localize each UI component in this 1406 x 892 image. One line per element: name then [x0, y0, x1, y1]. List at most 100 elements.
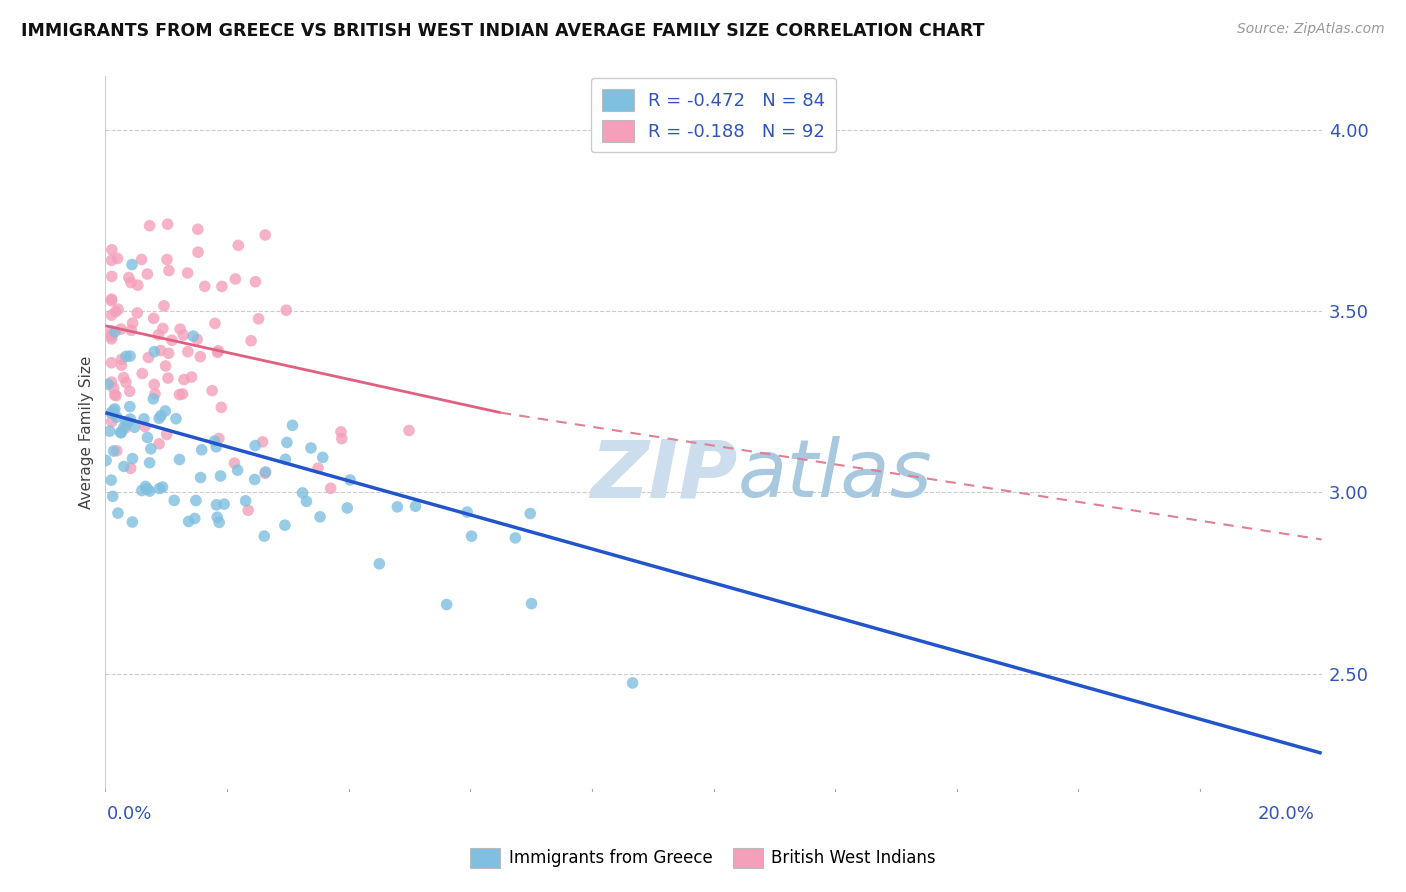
Point — [136, 431, 159, 445]
Point — [177, 344, 200, 359]
Point — [156, 252, 179, 267]
Point — [188, 350, 211, 364]
Point — [134, 419, 156, 434]
Point — [505, 531, 527, 545]
Point — [163, 493, 186, 508]
Point — [112, 459, 135, 474]
Point — [186, 332, 208, 346]
Point — [131, 483, 153, 498]
Point — [118, 400, 141, 414]
Point — [274, 452, 297, 467]
Point — [235, 493, 257, 508]
Point — [118, 270, 141, 285]
Point — [173, 373, 195, 387]
Point — [226, 238, 249, 252]
Point — [177, 515, 200, 529]
Point — [120, 349, 142, 363]
Point — [100, 308, 122, 322]
Point — [100, 375, 122, 389]
Point — [276, 303, 298, 318]
Point — [103, 444, 125, 458]
Point — [281, 418, 304, 433]
Point — [155, 404, 177, 418]
Point — [135, 479, 157, 493]
Point — [132, 412, 155, 426]
Point — [172, 387, 194, 401]
Point — [194, 279, 217, 293]
Point — [148, 411, 170, 425]
Point — [254, 227, 277, 242]
Point — [100, 329, 122, 343]
Point — [254, 467, 277, 481]
Point — [224, 456, 246, 470]
Point — [387, 500, 409, 514]
Point — [121, 258, 143, 272]
Point — [184, 493, 207, 508]
Point — [156, 217, 179, 231]
Point — [245, 439, 267, 453]
Point — [519, 507, 541, 521]
Point — [136, 267, 159, 281]
Text: 20.0%: 20.0% — [1258, 805, 1315, 822]
Point — [104, 325, 127, 339]
Point — [152, 321, 174, 335]
Point — [172, 328, 194, 343]
Point — [105, 443, 128, 458]
Point — [184, 511, 207, 525]
Point — [101, 243, 124, 257]
Point — [460, 529, 482, 543]
Point — [176, 266, 198, 280]
Point — [330, 425, 353, 439]
Point — [274, 518, 297, 533]
Point — [621, 676, 644, 690]
Point — [149, 343, 172, 358]
Point — [236, 503, 259, 517]
Point — [205, 498, 228, 512]
Point — [148, 437, 170, 451]
Point — [157, 346, 180, 360]
Point — [436, 598, 458, 612]
Point — [117, 415, 139, 429]
Point — [121, 515, 143, 529]
Point — [209, 469, 232, 483]
Point — [110, 425, 132, 440]
Point — [211, 279, 233, 293]
Point — [121, 316, 143, 330]
Point — [247, 311, 270, 326]
Point — [520, 597, 543, 611]
Point — [148, 482, 170, 496]
Point — [120, 323, 142, 337]
Point — [245, 275, 267, 289]
Point — [136, 482, 159, 496]
Text: IMMIGRANTS FROM GREECE VS BRITISH WEST INDIAN AVERAGE FAMILY SIZE CORRELATION CH: IMMIGRANTS FROM GREECE VS BRITISH WEST I… — [21, 22, 984, 40]
Text: ZIP: ZIP — [591, 436, 738, 515]
Point — [148, 327, 170, 342]
Point — [138, 351, 160, 365]
Point — [153, 299, 176, 313]
Point — [295, 494, 318, 508]
Point — [207, 343, 229, 358]
Point — [169, 387, 191, 401]
Point — [100, 269, 122, 284]
Point — [456, 505, 478, 519]
Point — [307, 461, 329, 475]
Point — [104, 389, 127, 403]
Point — [149, 409, 172, 423]
Point — [100, 253, 122, 268]
Point — [120, 276, 142, 290]
Point — [205, 440, 228, 454]
Point — [127, 278, 149, 293]
Point — [104, 401, 127, 416]
Point — [253, 529, 276, 543]
Point — [110, 322, 132, 336]
Point — [207, 345, 229, 359]
Point — [143, 344, 166, 359]
Point — [299, 441, 322, 455]
Point — [100, 293, 122, 308]
Point — [121, 451, 143, 466]
Point — [115, 415, 138, 429]
Point — [127, 306, 149, 320]
Point — [103, 381, 125, 395]
Point — [103, 403, 125, 417]
Point — [107, 506, 129, 520]
